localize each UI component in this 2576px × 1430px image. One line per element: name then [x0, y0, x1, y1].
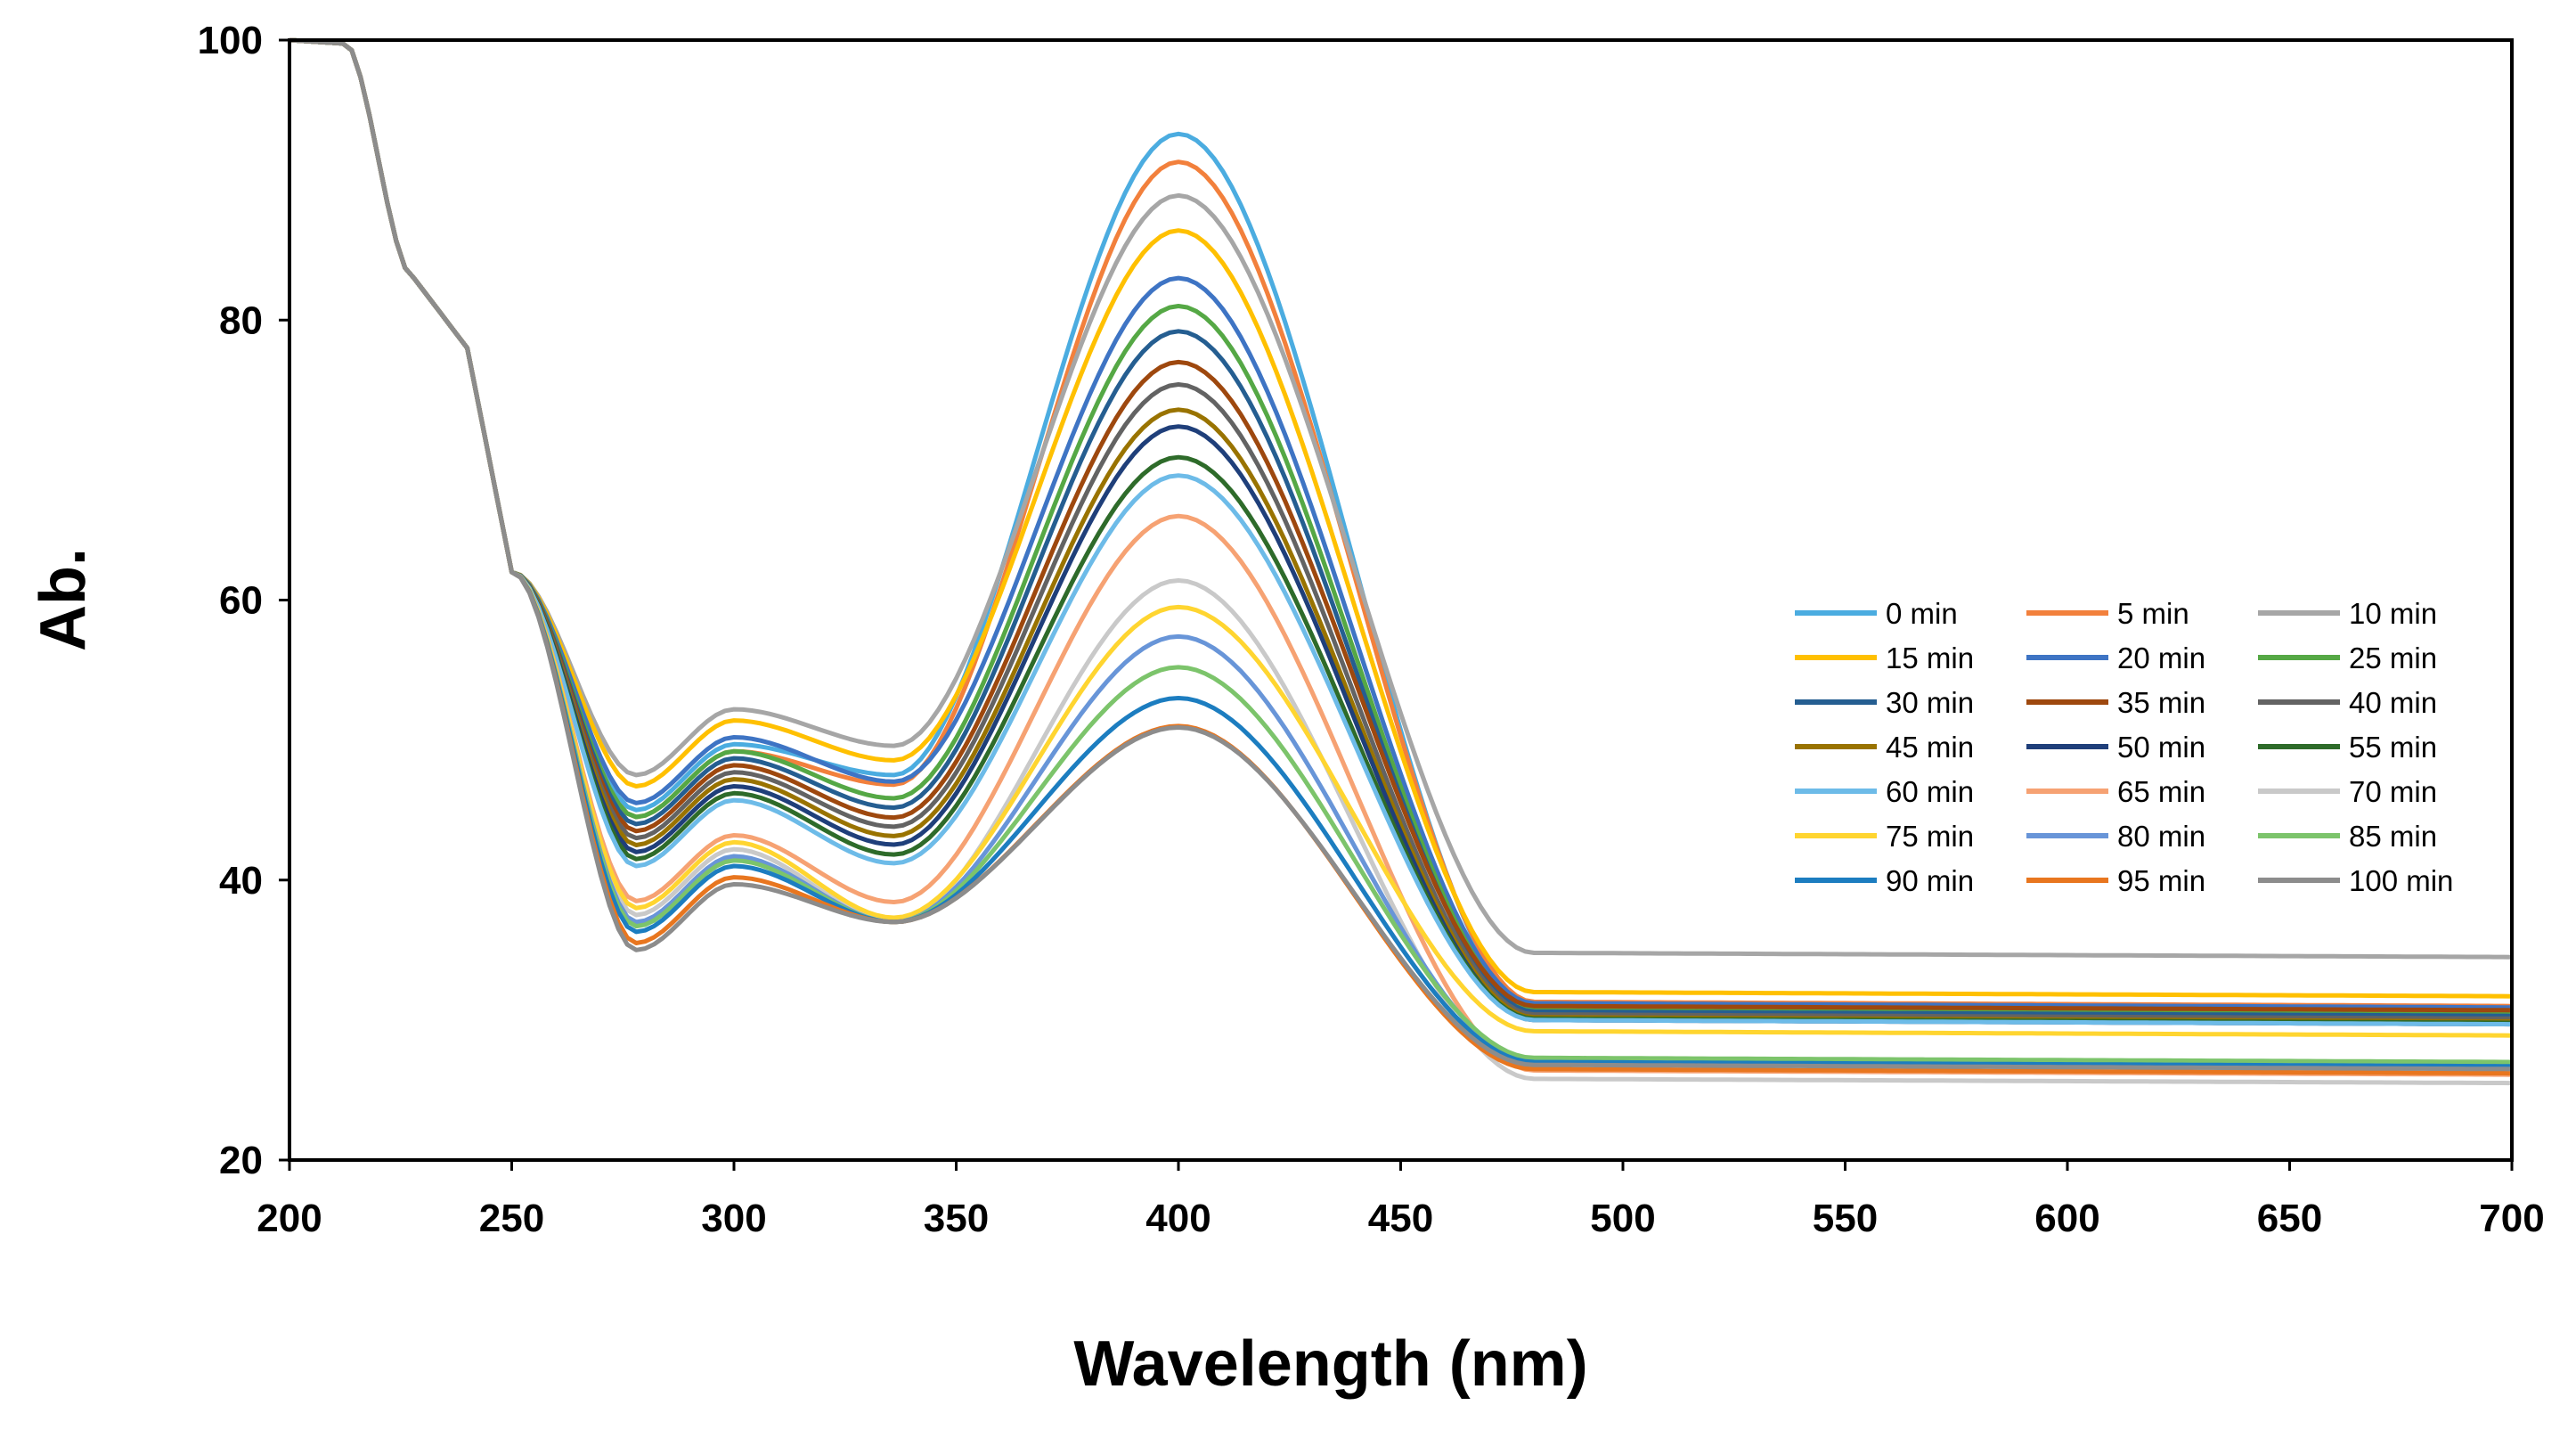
legend-label: 95 min [2117, 864, 2205, 897]
x-tick-label: 300 [701, 1197, 766, 1240]
series-line-25-min [289, 37, 2512, 1016]
series-line-10-min [289, 37, 2513, 960]
series-line-5-min [289, 37, 2513, 1009]
legend-label: 5 min [2117, 597, 2189, 630]
series-line-100-min [289, 37, 2513, 1072]
legend-label: 75 min [1886, 820, 1974, 853]
series-line-60-min [289, 37, 2513, 1027]
series-line-20-min [289, 37, 2512, 1010]
x-tick-label: 200 [257, 1197, 322, 1240]
legend-label: 35 min [2117, 686, 2205, 719]
y-tick-label: 60 [219, 579, 263, 623]
series-line-35-min [289, 37, 2513, 1013]
x-tick-label: 450 [1368, 1197, 1433, 1240]
legend-label: 10 min [2349, 597, 2437, 630]
y-tick-label: 20 [219, 1139, 263, 1182]
legend-label: 20 min [2117, 641, 2205, 674]
y-tick-label: 100 [198, 19, 263, 62]
x-tick-label: 500 [1590, 1197, 1655, 1240]
series-line-90-min [289, 37, 2512, 1069]
x-tick-label: 600 [2034, 1197, 2099, 1240]
y-axis-title: Ab. [28, 548, 99, 651]
series-line-70-min [289, 37, 2513, 1086]
x-tick-label: 550 [1813, 1197, 1878, 1240]
x-tick-label: 650 [2257, 1197, 2322, 1240]
legend: 0 min 5 min 10 min 15 min 20 min 25 min 30 min… [1795, 597, 2453, 897]
x-axis-title: Wavelength (nm) [1073, 1328, 1587, 1400]
legend-label: 65 min [2117, 775, 2205, 808]
x-tick-label: 700 [2479, 1197, 2544, 1240]
y-tick-label: 40 [219, 859, 263, 903]
legend-label: 55 min [2349, 731, 2437, 764]
legend-label: 85 min [2349, 820, 2437, 853]
legend-label: 15 min [1886, 641, 1974, 674]
legend-label: 30 min [1886, 686, 1974, 719]
legend-label: 70 min [2349, 775, 2437, 808]
x-tick-label: 250 [479, 1197, 544, 1240]
x-tick-label: 400 [1145, 1197, 1211, 1240]
legend-label: 90 min [1886, 864, 1974, 897]
x-tick-label: 350 [924, 1197, 989, 1240]
series-line-85-min [289, 37, 2512, 1065]
legend-label: 40 min [2349, 686, 2437, 719]
legend-label: 60 min [1886, 775, 1974, 808]
legend-label: 25 min [2349, 641, 2437, 674]
series-layer [289, 37, 2513, 1086]
legend-label: 45 min [1886, 731, 1974, 764]
legend-label: 50 min [2117, 731, 2205, 764]
legend-label: 100 min [2349, 864, 2453, 897]
series-line-15-min [289, 37, 2513, 999]
legend-label: 80 min [2117, 820, 2205, 853]
series-line-40-min [289, 37, 2512, 1021]
series-line-75-min [289, 37, 2513, 1038]
y-tick-label: 80 [219, 298, 263, 342]
legend-label: 0 min [1886, 597, 1958, 630]
axis-ticks: 200 250 300 350 400 450 500 550 600 650 700 20 40 60 8… [198, 19, 2545, 1240]
